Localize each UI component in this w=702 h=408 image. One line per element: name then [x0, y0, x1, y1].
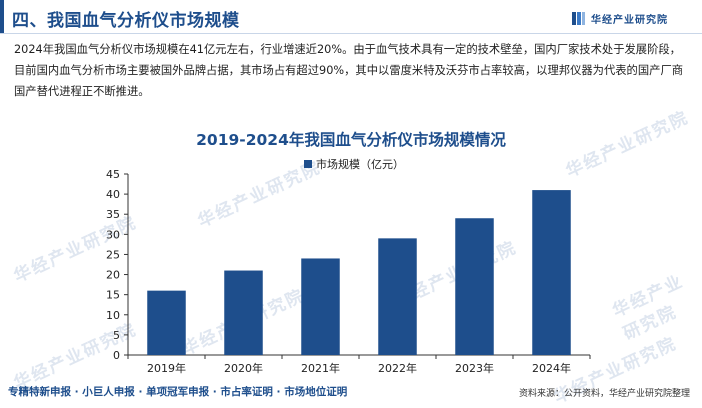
y-tick-label: 10	[106, 309, 120, 322]
x-tick-label: 2022年	[378, 361, 417, 375]
x-tick-label: 2020年	[224, 361, 263, 375]
page-title: 四、我国血气分析仪市场规模	[12, 11, 240, 31]
header-divider	[0, 33, 702, 34]
bar	[455, 218, 494, 355]
y-tick-label: 20	[106, 269, 120, 282]
header-bar: 四、我国血气分析仪市场规模 华经产业研究院	[0, 0, 702, 34]
bar	[147, 290, 186, 355]
brand-name: 华经产业研究院	[591, 15, 668, 26]
bar	[532, 190, 571, 355]
chart-legend: 市场规模（亿元）	[304, 156, 404, 172]
x-tick-label: 2024年	[532, 361, 571, 375]
bar	[378, 238, 417, 355]
chart-title: 2019-2024年我国血气分析仪市场规模情况	[196, 131, 506, 149]
y-tick-label: 40	[106, 188, 120, 201]
header-accent	[0, 0, 4, 34]
legend-swatch	[304, 160, 312, 168]
y-tick-label: 5	[113, 329, 120, 342]
y-tick-label: 0	[113, 349, 120, 362]
x-tick-label: 2019年	[147, 361, 186, 375]
bar	[301, 258, 340, 355]
intro-paragraph: 2024年我国血气分析仪市场规模在41亿元左右，行业增速近20%。由于血气技术具…	[14, 43, 684, 98]
y-tick-label: 35	[106, 208, 120, 221]
y-tick-label: 45	[106, 168, 120, 181]
x-tick-label: 2023年	[455, 361, 494, 375]
y-tick-label: 30	[106, 228, 120, 241]
y-tick-label: 25	[106, 248, 120, 261]
footer-services: 专精特新申报 · 小巨人申报 · 单项冠军申报 · 市占率证明 · 市场地位证明	[8, 386, 348, 398]
footer-source: 资料来源：公开资料，华经产业研究院整理	[518, 389, 690, 399]
legend-label: 市场规模（亿元）	[316, 158, 404, 171]
bar	[224, 270, 263, 355]
brand-logo-icon	[572, 12, 585, 25]
brand-logo: 华经产业研究院	[572, 11, 668, 26]
y-tick-label: 15	[106, 289, 120, 302]
x-tick-label: 2021年	[301, 361, 340, 375]
